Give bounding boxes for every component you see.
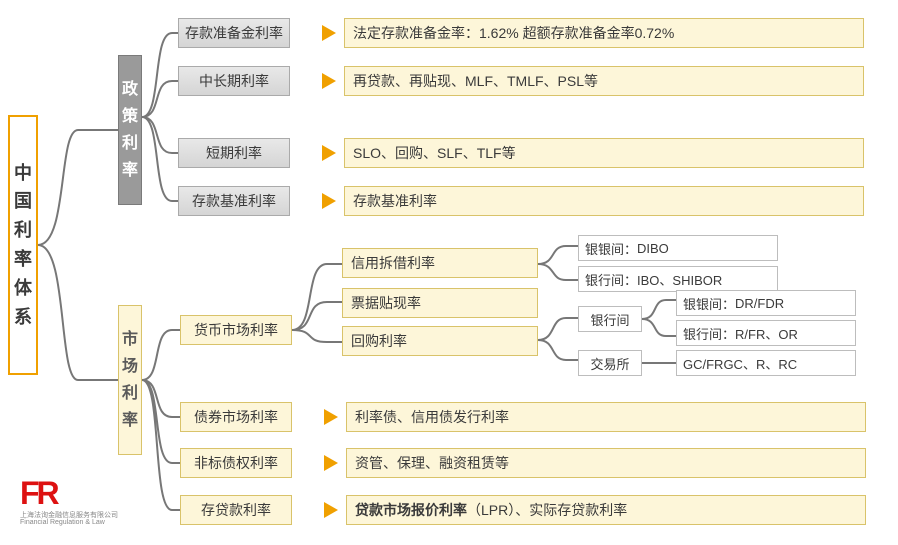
market-detail-loan: 贷款市场报价利率 （LPR）、实际存贷款利率 bbox=[346, 495, 866, 525]
root-bracket bbox=[38, 55, 118, 455]
logo-sub1: 上海法询金融信息服务有限公司 bbox=[20, 512, 118, 520]
category-policy: 政策利率 bbox=[118, 55, 142, 205]
logo-sub2: Financial Regulation & Law bbox=[20, 519, 118, 527]
arrow-icon bbox=[322, 193, 336, 209]
money-sub-bill: 票据贴现率 bbox=[342, 288, 538, 318]
root-title: 中国利率体系 bbox=[8, 115, 38, 375]
market-item-money: 货币市场利率 bbox=[180, 315, 292, 345]
repo-leaf-interbank: 银行间 bbox=[578, 306, 642, 332]
policy-detail-reserve: 法定存款准备金率：1.62% 超额存款准备金率0.72% bbox=[344, 18, 864, 48]
arrow-icon bbox=[324, 502, 338, 518]
policy-item-short: 短期利率 bbox=[178, 138, 290, 168]
logo-text: FR bbox=[20, 475, 57, 511]
policy-detail-midlong: 再贷款、再贴现、MLF、TMLF、PSL等 bbox=[344, 66, 864, 96]
money-bracket bbox=[292, 252, 342, 372]
interbank-leaf-yinyin: 银银间：DR/FDR bbox=[676, 290, 856, 316]
logo: FR 上海法询金融信息服务有限公司 Financial Regulation &… bbox=[20, 475, 118, 527]
money-sub-repo: 回购利率 bbox=[342, 326, 538, 356]
repo-leaf-exchange: 交易所 bbox=[578, 350, 642, 376]
arrow-icon bbox=[322, 73, 336, 89]
policy-item-deposit: 存款基准利率 bbox=[178, 186, 290, 216]
market-detail-bond: 利率债、信用债发行利率 bbox=[346, 402, 866, 432]
credit-bracket bbox=[538, 240, 578, 288]
policy-item-reserve: 存款准备金利率 bbox=[178, 18, 290, 48]
exchange-connector bbox=[642, 362, 676, 364]
policy-bracket bbox=[142, 25, 178, 210]
policy-detail-short: SLO、回购、SLF、TLF等 bbox=[344, 138, 864, 168]
arrow-icon bbox=[322, 25, 336, 41]
market-item-loan: 存贷款利率 bbox=[180, 495, 292, 525]
policy-item-midlong: 中长期利率 bbox=[178, 66, 290, 96]
market-detail-loan-rest: （LPR）、实际存贷款利率 bbox=[467, 500, 627, 520]
interbank-bracket bbox=[642, 294, 676, 344]
interbank-leaf-yinhang: 银行间：R/FR、OR bbox=[676, 320, 856, 346]
market-bracket bbox=[142, 305, 180, 525]
exchange-leaf: GC/FRGC、R、RC bbox=[676, 350, 856, 376]
money-sub-credit: 信用拆借利率 bbox=[342, 248, 538, 278]
market-detail-nonstd: 资管、保理、融资租赁等 bbox=[346, 448, 866, 478]
market-item-bond: 债券市场利率 bbox=[180, 402, 292, 432]
repo-bracket bbox=[538, 310, 578, 370]
market-detail-loan-bold: 贷款市场报价利率 bbox=[355, 500, 467, 520]
credit-leaf-yinyin: 银银间：DIBO bbox=[578, 235, 778, 261]
policy-detail-deposit: 存款基准利率 bbox=[344, 186, 864, 216]
credit-leaf-yinhang: 银行间：IBO、SHIBOR bbox=[578, 266, 778, 292]
category-market: 市场利率 bbox=[118, 305, 142, 455]
market-item-nonstd: 非标债权利率 bbox=[180, 448, 292, 478]
arrow-icon bbox=[322, 145, 336, 161]
arrow-icon bbox=[324, 409, 338, 425]
arrow-icon bbox=[324, 455, 338, 471]
